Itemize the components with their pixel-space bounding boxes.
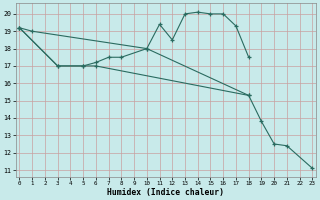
X-axis label: Humidex (Indice chaleur): Humidex (Indice chaleur) <box>108 188 224 197</box>
